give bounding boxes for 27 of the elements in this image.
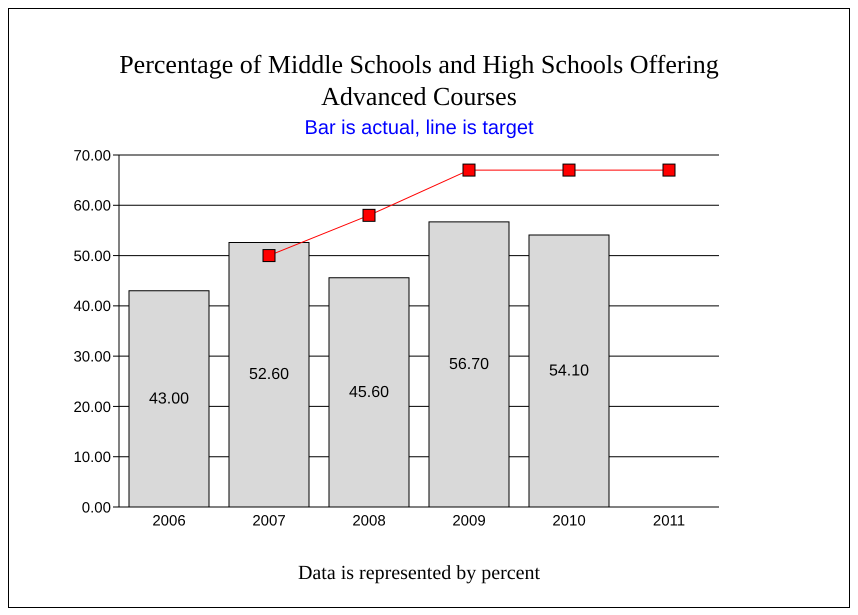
y-tick-label: 20.00 <box>73 398 111 416</box>
data-label: 45.60 <box>348 384 390 401</box>
point <box>662 164 676 177</box>
point <box>462 164 476 177</box>
x-tick-label: 2008 <box>352 512 386 530</box>
chart-subtitle: Bar is actual, line is target <box>304 117 534 140</box>
data-label: 54.10 <box>548 362 590 380</box>
chart-title: Percentage of Middle Schools and High Schools Offering Advanced Courses <box>118 49 720 113</box>
x-tick-label: 2006 <box>152 512 186 530</box>
y-tick-label: 0.00 <box>82 499 111 516</box>
data-label: 56.70 <box>448 356 490 373</box>
point <box>362 208 376 222</box>
y-tick-label: 10.00 <box>73 449 111 466</box>
text: Data is represented by percent <box>296 562 542 585</box>
x-tick-label: 2010 <box>552 512 586 530</box>
point <box>262 249 276 262</box>
y-tick-label: 60.00 <box>73 198 111 215</box>
y-tick-label: 70.00 <box>73 147 111 164</box>
x-tick-label: 2009 <box>452 512 486 530</box>
y-tick-label: 30.00 <box>73 348 111 366</box>
x-tick-label: 2011 <box>652 512 686 530</box>
data-label: 43.00 <box>148 390 190 408</box>
y-tick-label: 40.00 <box>73 298 111 316</box>
x-tick-label: 2007 <box>252 512 286 530</box>
data-label: 52.60 <box>248 366 290 384</box>
point <box>562 164 576 177</box>
y-tick-label: 50.00 <box>73 248 111 265</box>
